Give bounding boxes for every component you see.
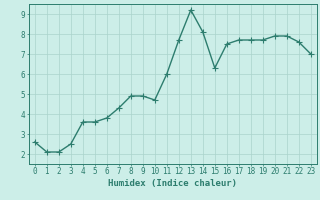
X-axis label: Humidex (Indice chaleur): Humidex (Indice chaleur) <box>108 179 237 188</box>
